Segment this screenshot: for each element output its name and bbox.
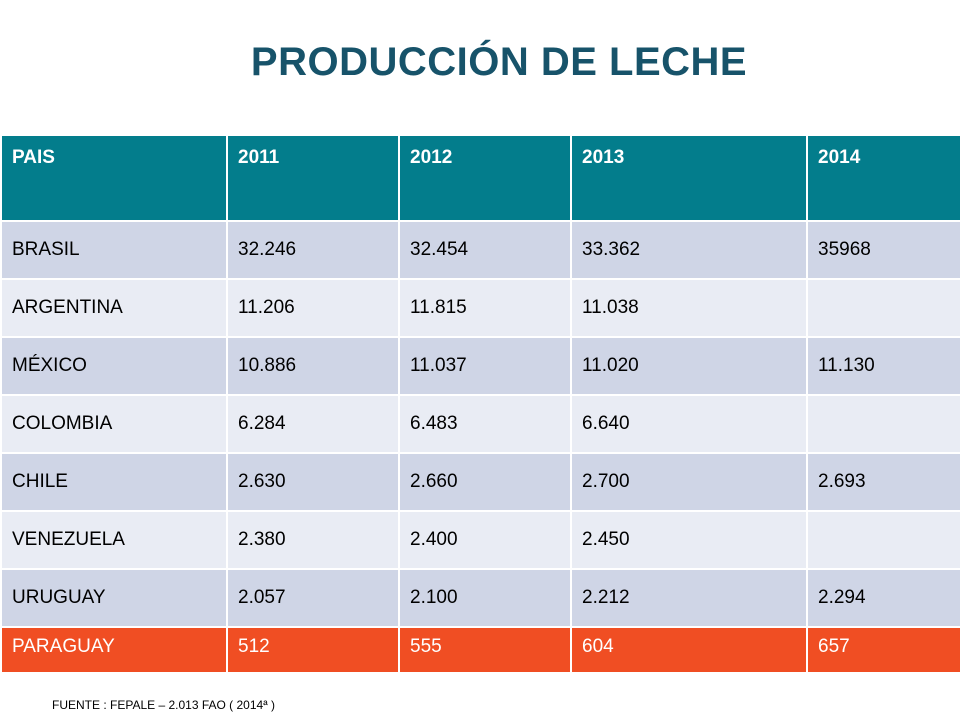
table-cell: 2.294 — [806, 568, 960, 628]
source-note: FUENTE : FEPALE – 2.013 FAO ( 2014ª ) — [52, 698, 275, 712]
table-cell: 35968 — [806, 220, 960, 280]
table-cell: 11.038 — [570, 278, 808, 338]
table-cell: 2.693 — [806, 452, 960, 512]
table-row: ARGENTINA 11.206 11.815 11.038 — [0, 278, 960, 338]
table-cell: 11.020 — [570, 336, 808, 396]
table-cell: 11.037 — [398, 336, 572, 396]
table-cell: 604 — [570, 626, 808, 674]
table-cell: 6.284 — [226, 394, 400, 454]
table-cell: CHILE — [0, 452, 228, 512]
table-cell: BRASIL — [0, 220, 228, 280]
table-header-row: PAIS 2011 2012 2013 2014 — [0, 134, 960, 222]
table-row: URUGUAY 2.057 2.100 2.212 2.294 — [0, 568, 960, 628]
table-cell: 10.886 — [226, 336, 400, 396]
table-cell: 32.454 — [398, 220, 572, 280]
header-cell-2011: 2011 — [226, 134, 400, 222]
table-cell: 6.640 — [570, 394, 808, 454]
table-cell: 2.212 — [570, 568, 808, 628]
table-row-highlighted: PARAGUAY 512 555 604 657 — [0, 626, 960, 674]
table-cell: 6.483 — [398, 394, 572, 454]
table-cell: 2.400 — [398, 510, 572, 570]
table-row: BRASIL 32.246 32.454 33.362 35968 — [0, 220, 960, 280]
table-cell: ARGENTINA — [0, 278, 228, 338]
table-cell: 33.362 — [570, 220, 808, 280]
table-cell — [806, 278, 960, 338]
table-cell: 512 — [226, 626, 400, 674]
table-cell: 11.815 — [398, 278, 572, 338]
table-cell: 657 — [806, 626, 960, 674]
header-cell-country: PAIS — [0, 134, 228, 222]
table-cell — [806, 510, 960, 570]
table-cell: 2.057 — [226, 568, 400, 628]
table-cell: 2.630 — [226, 452, 400, 512]
table-cell: VENEZUELA — [0, 510, 228, 570]
table-cell — [806, 394, 960, 454]
table-cell: 555 — [398, 626, 572, 674]
table-cell: 2.380 — [226, 510, 400, 570]
table-cell: 11.130 — [806, 336, 960, 396]
milk-production-table: PAIS 2011 2012 2013 2014 BRASIL 32.246 3… — [0, 134, 960, 674]
table-cell: 2.100 — [398, 568, 572, 628]
table-cell: PARAGUAY — [0, 626, 228, 674]
page-title: PRODUCCIÓN DE LECHE — [250, 40, 748, 84]
table-cell: 32.246 — [226, 220, 400, 280]
table-cell: 2.700 — [570, 452, 808, 512]
table-cell: 11.206 — [226, 278, 400, 338]
table-cell: 2.660 — [398, 452, 572, 512]
table-row: COLOMBIA 6.284 6.483 6.640 — [0, 394, 960, 454]
table-cell: URUGUAY — [0, 568, 228, 628]
table-cell: MÉXICO — [0, 336, 228, 396]
table-row: MÉXICO 10.886 11.037 11.020 11.130 — [0, 336, 960, 396]
table-cell: 2.450 — [570, 510, 808, 570]
table-row: CHILE 2.630 2.660 2.700 2.693 — [0, 452, 960, 512]
header-cell-2012: 2012 — [398, 134, 572, 222]
header-cell-2014: 2014 — [806, 134, 960, 222]
header-cell-2013: 2013 — [570, 134, 808, 222]
table-cell: COLOMBIA — [0, 394, 228, 454]
table-row: VENEZUELA 2.380 2.400 2.450 — [0, 510, 960, 570]
